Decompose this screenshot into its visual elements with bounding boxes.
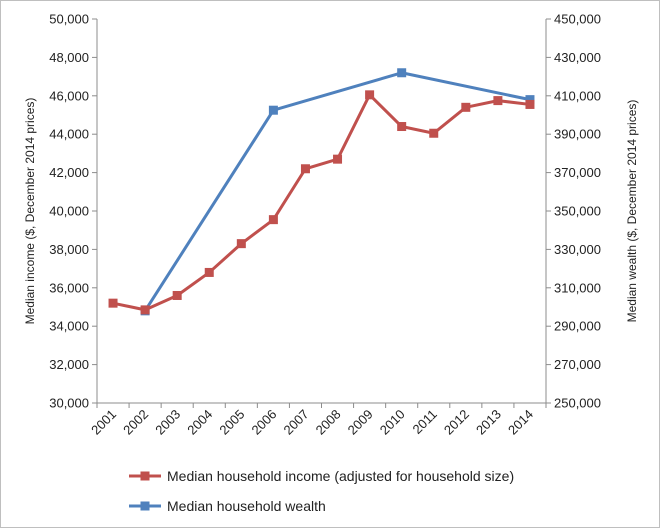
data-point-marker [365, 90, 375, 100]
right-tick-label: 330,000 [554, 242, 601, 257]
right-tick-label: 270,000 [554, 357, 601, 372]
left-tick-label: 48,000 [49, 50, 89, 65]
right-tick-label: 430,000 [554, 50, 601, 65]
data-point-marker [300, 164, 310, 174]
legend-marker-swatch [140, 501, 150, 511]
data-point-marker [397, 68, 407, 78]
data-point-marker [268, 215, 278, 225]
axes [96, 19, 547, 404]
x-tick-label: 2002 [120, 407, 151, 438]
left-tick-label: 36,000 [49, 280, 89, 295]
x-tick-label: 2008 [313, 407, 344, 438]
x-axis-ticks: 2001 2002 2003 2004 2005 2006 2007 2008 2009 2010… [88, 403, 547, 438]
legend: Median household income (adjusted for ho… [129, 468, 514, 514]
legend-label: Median household wealth [167, 498, 326, 514]
data-point-marker [525, 95, 535, 105]
right-tick-label: 410,000 [554, 88, 601, 103]
left-tick-label: 32,000 [49, 357, 89, 372]
data-point-marker [172, 290, 182, 300]
data-point-marker [333, 154, 343, 164]
left-axis-title: Median income ($, December 2014 prices) [23, 98, 37, 325]
right-axis-ticks: 250,000 270,000 290,000 310,000 330,000 350,0… [546, 12, 601, 411]
x-tick-label: 2006 [248, 407, 279, 438]
legend-item: Median household wealth [129, 498, 326, 514]
x-tick-label: 2009 [345, 407, 376, 438]
left-tick-label: 42,000 [49, 165, 89, 180]
data-point-marker [108, 298, 118, 308]
x-tick-label: 2005 [216, 407, 247, 438]
right-tick-label: 450,000 [554, 12, 601, 27]
x-tick-label: 2014 [505, 407, 536, 438]
left-tick-label: 40,000 [49, 204, 89, 219]
x-tick-label: 2010 [377, 407, 408, 438]
x-tick-label: 2012 [441, 407, 472, 438]
right-tick-label: 310,000 [554, 280, 601, 295]
data-point-marker [493, 96, 503, 106]
data-point-marker [204, 267, 214, 277]
x-tick-label: 2003 [152, 407, 183, 438]
right-tick-label: 390,000 [554, 127, 601, 142]
legend-marker-swatch [140, 471, 150, 481]
series-income [108, 90, 535, 315]
left-axis-ticks: 30,000 32,000 34,000 36,000 38,000 40,000 42,0… [49, 12, 97, 411]
right-tick-label: 350,000 [554, 204, 601, 219]
data-point-marker [461, 102, 471, 112]
data-point-marker [140, 305, 150, 315]
left-tick-label: 44,000 [49, 127, 89, 142]
x-tick-label: 2001 [88, 407, 119, 438]
left-tick-label: 38,000 [49, 242, 89, 257]
left-tick-label: 50,000 [49, 12, 89, 27]
right-tick-label: 290,000 [554, 319, 601, 334]
series-line [143, 71, 531, 312]
left-tick-label: 46,000 [49, 88, 89, 103]
right-tick-label: 250,000 [554, 396, 601, 411]
left-tick-label: 34,000 [49, 319, 89, 334]
x-tick-label: 2011 [409, 407, 439, 437]
legend-label: Median household income (adjusted for ho… [167, 468, 514, 484]
series-layer [108, 68, 535, 316]
x-tick-label: 2004 [184, 407, 215, 438]
x-tick-label: 2013 [473, 407, 504, 438]
legend-item: Median household income (adjusted for ho… [129, 468, 514, 484]
right-tick-label: 370,000 [554, 165, 601, 180]
data-point-marker [236, 239, 246, 249]
data-point-marker [429, 128, 439, 138]
right-axis-title: Median wealth ($, December 2014 prices) [625, 100, 639, 323]
left-tick-label: 30,000 [49, 396, 89, 411]
x-tick-label: 2007 [281, 407, 312, 438]
data-point-marker [397, 122, 407, 132]
series-line [112, 93, 531, 312]
data-point-marker [268, 105, 278, 115]
data-point-marker [525, 99, 535, 109]
